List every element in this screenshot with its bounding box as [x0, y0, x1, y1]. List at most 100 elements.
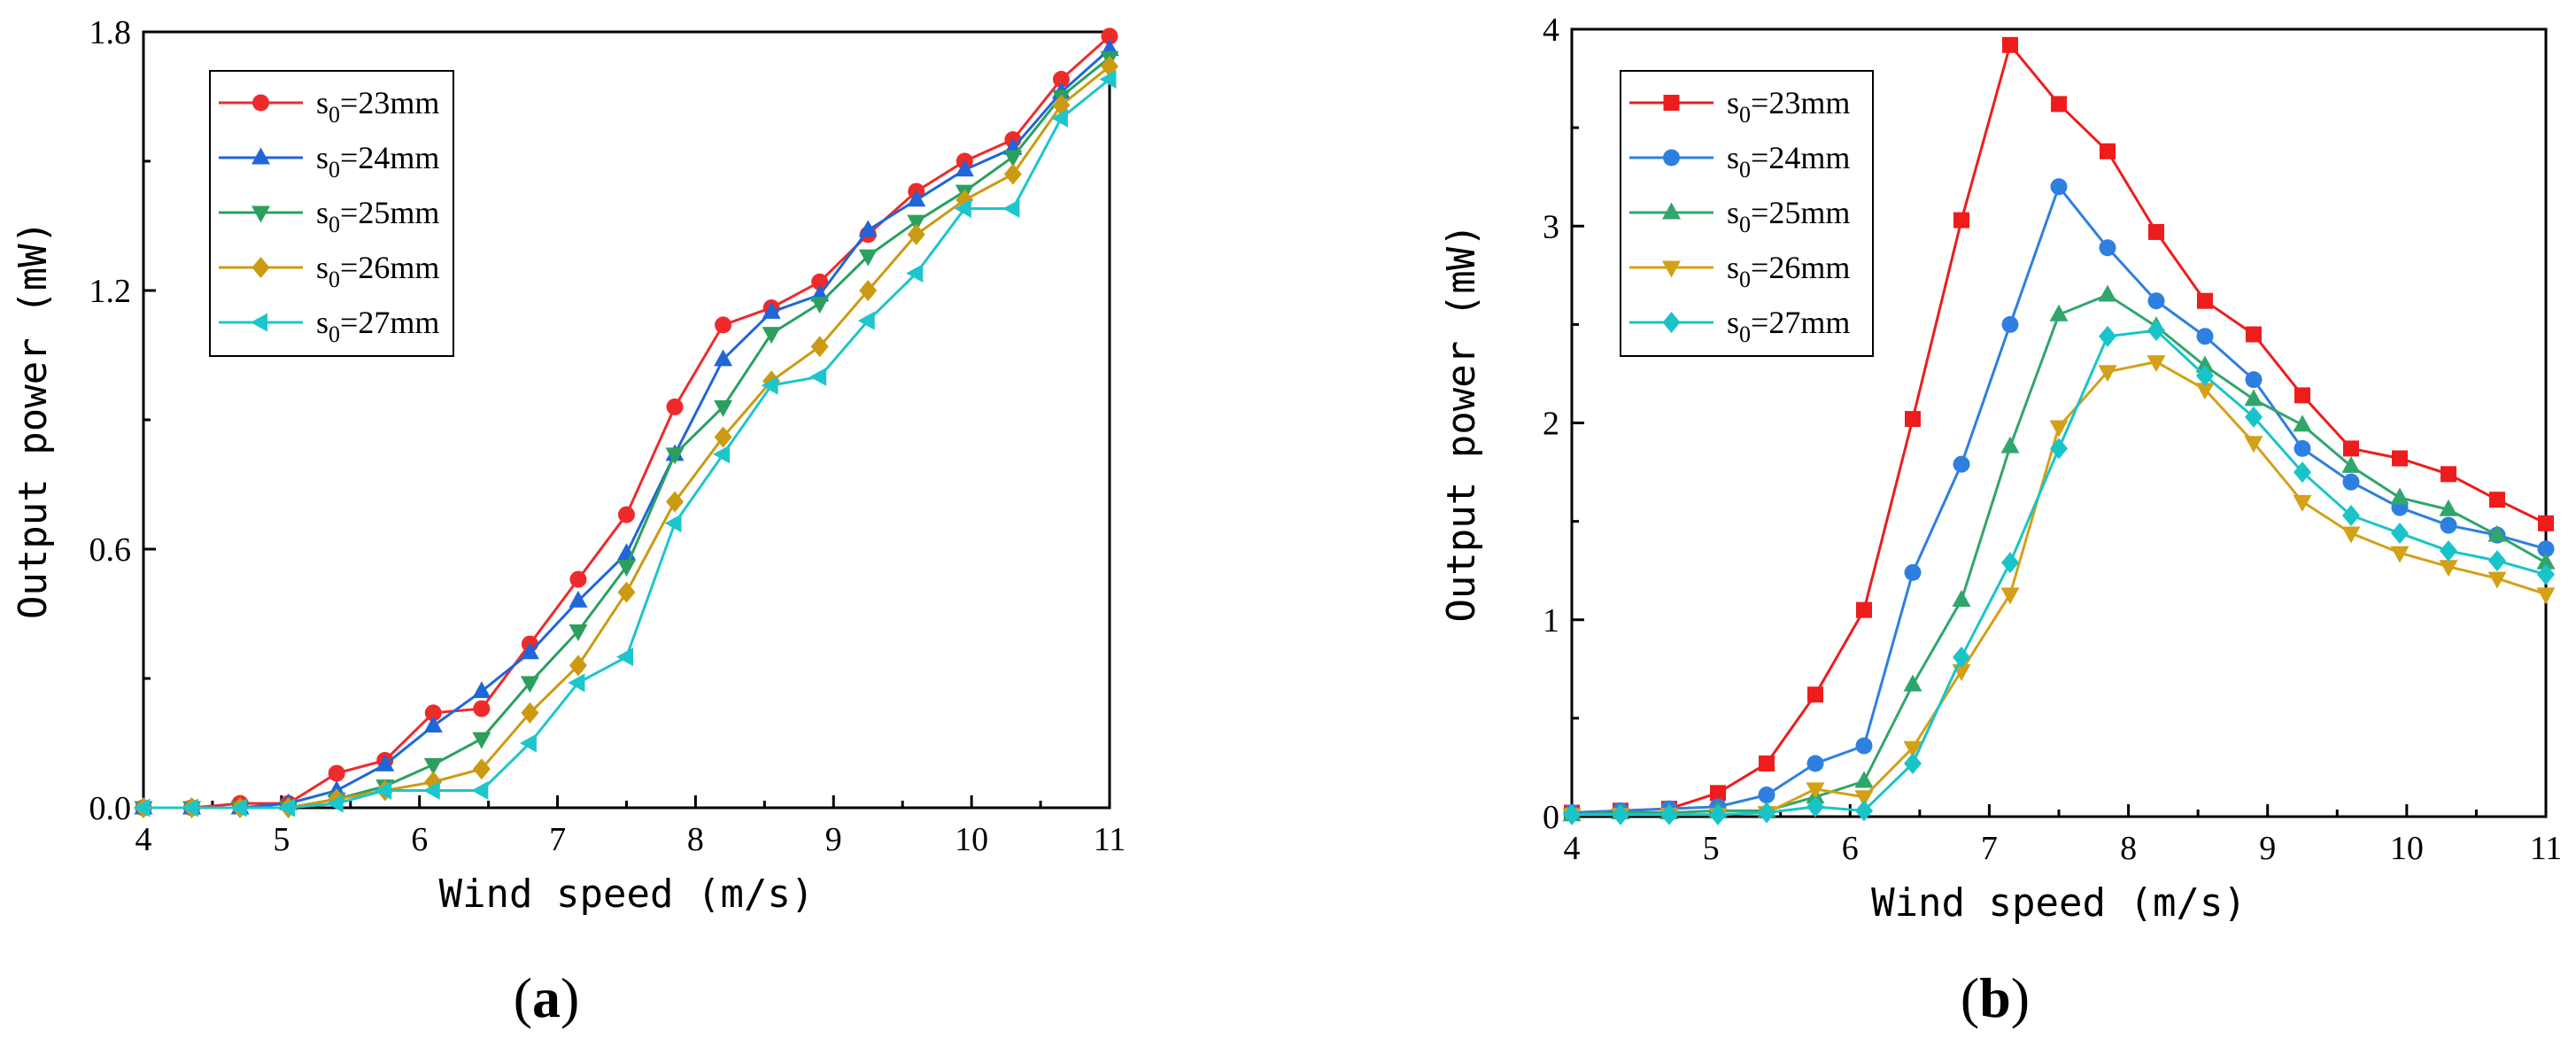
legend-marker — [251, 205, 270, 223]
data-point — [2000, 587, 2020, 605]
series-23mm — [1564, 36, 2554, 821]
data-point — [714, 426, 732, 448]
data-point — [1050, 108, 1068, 128]
panel-label: (a) — [514, 966, 580, 1029]
data-point — [375, 754, 395, 771]
data-point — [1099, 70, 1117, 89]
data-point — [2050, 438, 2068, 460]
data-point — [2439, 499, 2458, 516]
data-point — [1759, 755, 1775, 771]
data-point — [1953, 212, 1969, 229]
y-tick-label: 0.0 — [89, 790, 132, 827]
x-tick-label: 6 — [411, 821, 428, 858]
legend-marker — [251, 147, 270, 165]
data-point — [2245, 371, 2263, 389]
data-point — [665, 447, 685, 465]
data-point — [2536, 552, 2556, 570]
y-tick-label: 0.6 — [89, 531, 132, 569]
data-point — [568, 673, 585, 693]
data-point — [2099, 239, 2116, 257]
data-point — [714, 399, 733, 417]
data-point — [2538, 515, 2554, 531]
data-point — [2049, 304, 2069, 322]
data-point — [2390, 487, 2410, 505]
data-point — [1806, 782, 1825, 800]
data-point — [617, 559, 636, 577]
data-point — [326, 794, 344, 813]
data-point — [907, 214, 926, 232]
data-point — [2002, 36, 2018, 53]
data-point — [2100, 143, 2116, 159]
data-point — [1904, 752, 1922, 774]
data-point — [1953, 646, 1970, 668]
data-point — [471, 781, 489, 801]
x-axis-title: Wind speed (m/s) — [1871, 880, 2247, 926]
series-25mm — [1562, 284, 2556, 822]
data-point — [666, 491, 685, 513]
data-point — [810, 336, 829, 358]
data-point — [2049, 420, 2069, 438]
data-point — [423, 757, 443, 775]
x-tick-label: 11 — [1094, 821, 1126, 858]
x-tick-label: 8 — [2120, 830, 2137, 867]
data-point — [2293, 494, 2312, 512]
data-point — [2537, 563, 2555, 585]
data-point — [520, 676, 539, 694]
data-point — [2000, 436, 2020, 453]
x-tick-label: 10 — [2390, 830, 2424, 867]
data-point — [1709, 803, 1727, 825]
data-point — [617, 581, 636, 603]
data-point — [1953, 455, 1970, 473]
data-point — [1855, 737, 1873, 755]
legend-label: s0=26mm — [1727, 250, 1850, 292]
data-point — [906, 264, 924, 283]
data-point — [1758, 787, 1775, 804]
data-point — [907, 223, 925, 245]
y-tick-label: 1.2 — [89, 273, 132, 310]
data-point — [2342, 504, 2360, 526]
data-point — [423, 716, 443, 733]
x-tick-label: 11 — [2530, 830, 2563, 867]
data-point — [907, 190, 926, 207]
data-point — [1002, 199, 1020, 219]
data-point — [2245, 406, 2263, 428]
y-tick-label: 0 — [1543, 799, 1559, 836]
data-point — [2342, 473, 2360, 491]
data-point — [569, 655, 587, 677]
data-point — [2051, 96, 2067, 112]
data-point — [2391, 522, 2409, 544]
data-point — [2536, 587, 2556, 605]
y-tick-label: 4 — [1543, 12, 1559, 49]
legend-marker — [1663, 149, 1680, 167]
data-point — [1854, 790, 1874, 808]
data-point — [422, 781, 440, 801]
legend-label: s0=27mm — [1727, 305, 1850, 347]
data-point — [761, 376, 778, 395]
data-point — [1660, 803, 1678, 825]
data-point — [1806, 795, 1824, 818]
y-tick-label: 1 — [1543, 602, 1559, 639]
x-tick-label: 7 — [1981, 830, 1998, 867]
data-point — [2001, 315, 2019, 333]
data-point — [1952, 590, 1971, 608]
x-tick-label: 4 — [1564, 830, 1581, 867]
data-point — [2439, 560, 2458, 577]
series-line — [1572, 329, 2547, 817]
data-point — [1052, 94, 1071, 116]
series-26mm — [1562, 355, 2556, 825]
y-tick-label: 1.8 — [89, 14, 132, 51]
data-point — [1903, 740, 1922, 758]
data-point — [2195, 355, 2215, 373]
legend-label: s0=25mm — [316, 195, 439, 237]
data-point — [278, 798, 296, 818]
data-point — [520, 642, 539, 660]
data-point — [472, 732, 491, 749]
data-point — [1854, 771, 1874, 788]
data-point — [1003, 163, 1022, 185]
data-point — [714, 349, 733, 367]
data-point — [1806, 755, 1824, 772]
legend-label: s0=23mm — [316, 85, 439, 128]
data-point — [2343, 440, 2359, 457]
x-tick-label: 5 — [1703, 830, 1720, 867]
data-point — [664, 514, 682, 533]
